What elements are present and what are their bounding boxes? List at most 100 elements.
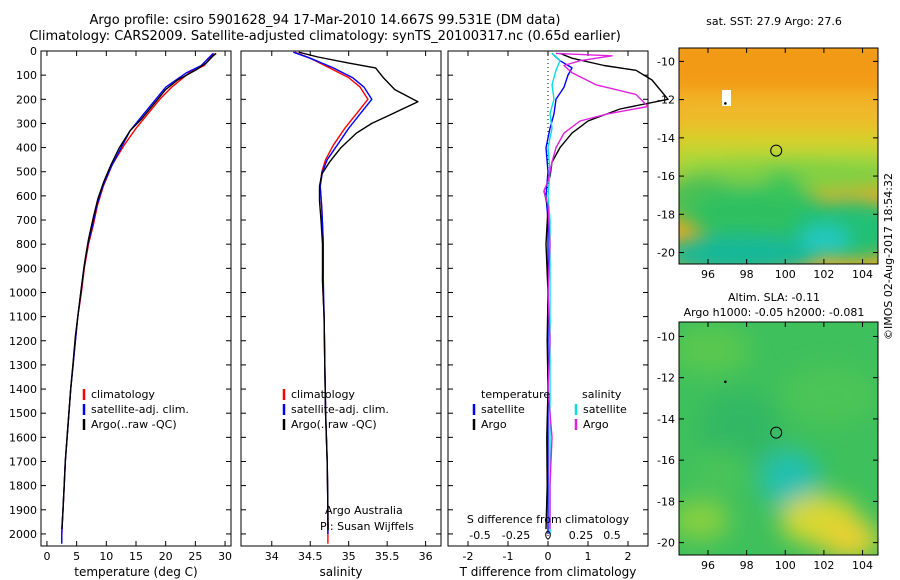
sla-map-subtitle: Argo h1000: -0.05 h2000: -0.081: [684, 306, 865, 319]
x-tick-label: 25: [188, 550, 202, 563]
x-tick-label: 10: [99, 550, 113, 563]
y-tick-label: 1600: [9, 431, 37, 444]
x-tick-label: -2: [463, 550, 474, 563]
sla-map-image: [679, 322, 878, 555]
y-tick-label: -10: [657, 330, 675, 343]
y-tick-label: 400: [16, 142, 37, 155]
y-tick-label: 1700: [9, 455, 37, 468]
y-tick-label: 900: [16, 262, 37, 275]
legend-label: Argo(..raw -QC): [91, 418, 177, 431]
y-tick-label: -12: [657, 372, 675, 385]
y-tick-label: 1100: [9, 311, 37, 324]
legend-label: Argo: [583, 418, 609, 431]
legend-label: climatology: [291, 388, 355, 401]
sst-map-image: [679, 48, 878, 264]
x-tick-label: 100: [775, 559, 796, 572]
top-axis-label: S difference from climatology: [467, 513, 630, 526]
y-tick-label: 0: [30, 45, 37, 58]
y-tick-label: 600: [16, 190, 37, 203]
x-tick-label: 34.5: [298, 550, 323, 563]
series-line-0-2: [61, 52, 217, 530]
series-line-1-2: [298, 51, 419, 530]
profile-location-marker: [770, 144, 783, 157]
x-tick-label: 98: [740, 268, 754, 281]
series-line-2-2: [547, 52, 561, 534]
legend-header: temperature: [481, 388, 550, 401]
x-tick-label: 35.5: [375, 550, 400, 563]
y-tick-label: 500: [16, 166, 37, 179]
x-axis-label: temperature (deg C): [74, 565, 197, 579]
y-tick-label: -18: [657, 495, 675, 508]
x-tick-label: 1: [585, 550, 592, 563]
y-tick-label: -16: [657, 170, 675, 183]
map-frame: [678, 321, 879, 556]
credit-annotation: Argo Australia: [325, 504, 403, 517]
y-tick-label: -14: [657, 132, 675, 145]
y-tick-label: -20: [657, 247, 675, 260]
y-tick-label: -12: [657, 94, 675, 107]
x-tick-label: 36: [419, 550, 433, 563]
series-line-2-1: [543, 52, 669, 530]
x-axis-label: T difference from climatology: [459, 565, 637, 579]
x-tick-label: 34: [265, 550, 279, 563]
title-line-2: Climatology: CARS2009. Satellite-adjuste…: [29, 29, 621, 44]
y-tick-label: 1300: [9, 359, 37, 372]
y-tick-label: 100: [16, 69, 37, 82]
x-tick-label: 0: [545, 550, 552, 563]
profile-location-marker: [770, 426, 783, 439]
x-tick-label: 102: [813, 559, 834, 572]
x-tick-label: 102: [813, 268, 834, 281]
y-tick-label: 1900: [9, 504, 37, 517]
x-tick-label: 35: [342, 550, 356, 563]
sla-map-title: Altim. SLA: -0.11: [728, 291, 820, 304]
x-tick-label: 5: [73, 550, 80, 563]
top-tick-label: 0: [545, 529, 552, 542]
series-line-1-1: [293, 51, 373, 534]
copyright-stamp: ©IMOS 02-Aug-2017 18:54:32: [882, 173, 895, 340]
x-tick-label: 96: [701, 268, 715, 281]
x-axis-label: salinity: [319, 565, 362, 579]
series-line-2-3: [543, 52, 649, 530]
y-tick-label: 1500: [9, 407, 37, 420]
y-tick-label: -18: [657, 208, 675, 221]
x-tick-label: 100: [775, 268, 796, 281]
series-line-0-0: [61, 52, 215, 544]
y-tick-label: -16: [657, 454, 675, 467]
sst-map-title: sat. SST: 27.9 Argo: 27.6: [706, 15, 842, 28]
y-tick-label: 1800: [9, 480, 37, 493]
y-tick-label: 300: [16, 117, 37, 130]
x-tick-label: 30: [218, 550, 232, 563]
legend-label: satellite-adj. clim.: [291, 403, 389, 416]
top-tick-label: 0.25: [569, 529, 594, 542]
legend-label: climatology: [91, 388, 155, 401]
x-tick-label: 104: [852, 268, 873, 281]
top-tick-label: -0.5: [469, 529, 490, 542]
x-tick-label: 96: [701, 559, 715, 572]
y-tick-label: 800: [16, 238, 37, 251]
y-tick-label: -14: [657, 413, 675, 426]
y-tick-label: 2000: [9, 528, 37, 541]
x-tick-label: 104: [852, 559, 873, 572]
legend-label: satellite: [583, 403, 627, 416]
map-frame: [678, 47, 879, 265]
title-line-1: Argo profile: csiro 5901628_94 17-Mar-20…: [89, 13, 561, 28]
plot-frame: [240, 50, 442, 547]
y-tick-label: 200: [16, 93, 37, 106]
top-tick-label: -0.25: [502, 529, 530, 542]
y-tick-label: 1200: [9, 335, 37, 348]
y-tick-label: -10: [657, 55, 675, 68]
x-tick-label: 20: [159, 550, 173, 563]
legend-label: satellite: [481, 403, 525, 416]
x-tick-label: 0: [43, 550, 50, 563]
y-tick-label: 1400: [9, 383, 37, 396]
credit-annotation: PI: Susan Wijffels: [320, 520, 414, 533]
legend-header: salinity: [582, 388, 622, 401]
y-tick-label: -20: [657, 537, 675, 550]
series-line-1-0: [294, 51, 369, 544]
x-tick-label: 98: [740, 559, 754, 572]
legend-label: Argo(..raw -QC): [291, 418, 377, 431]
float-track-point: [724, 102, 727, 105]
x-tick-label: -1: [503, 550, 514, 563]
legend-label: Argo: [481, 418, 507, 431]
